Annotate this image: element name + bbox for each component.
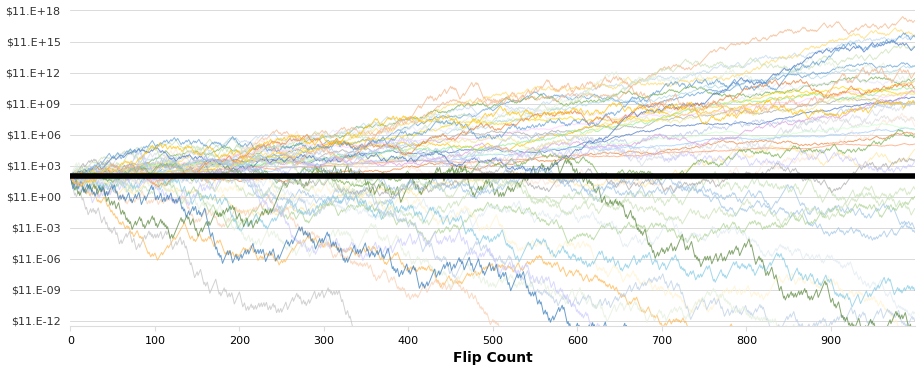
X-axis label: Flip Count: Flip Count <box>453 351 533 365</box>
